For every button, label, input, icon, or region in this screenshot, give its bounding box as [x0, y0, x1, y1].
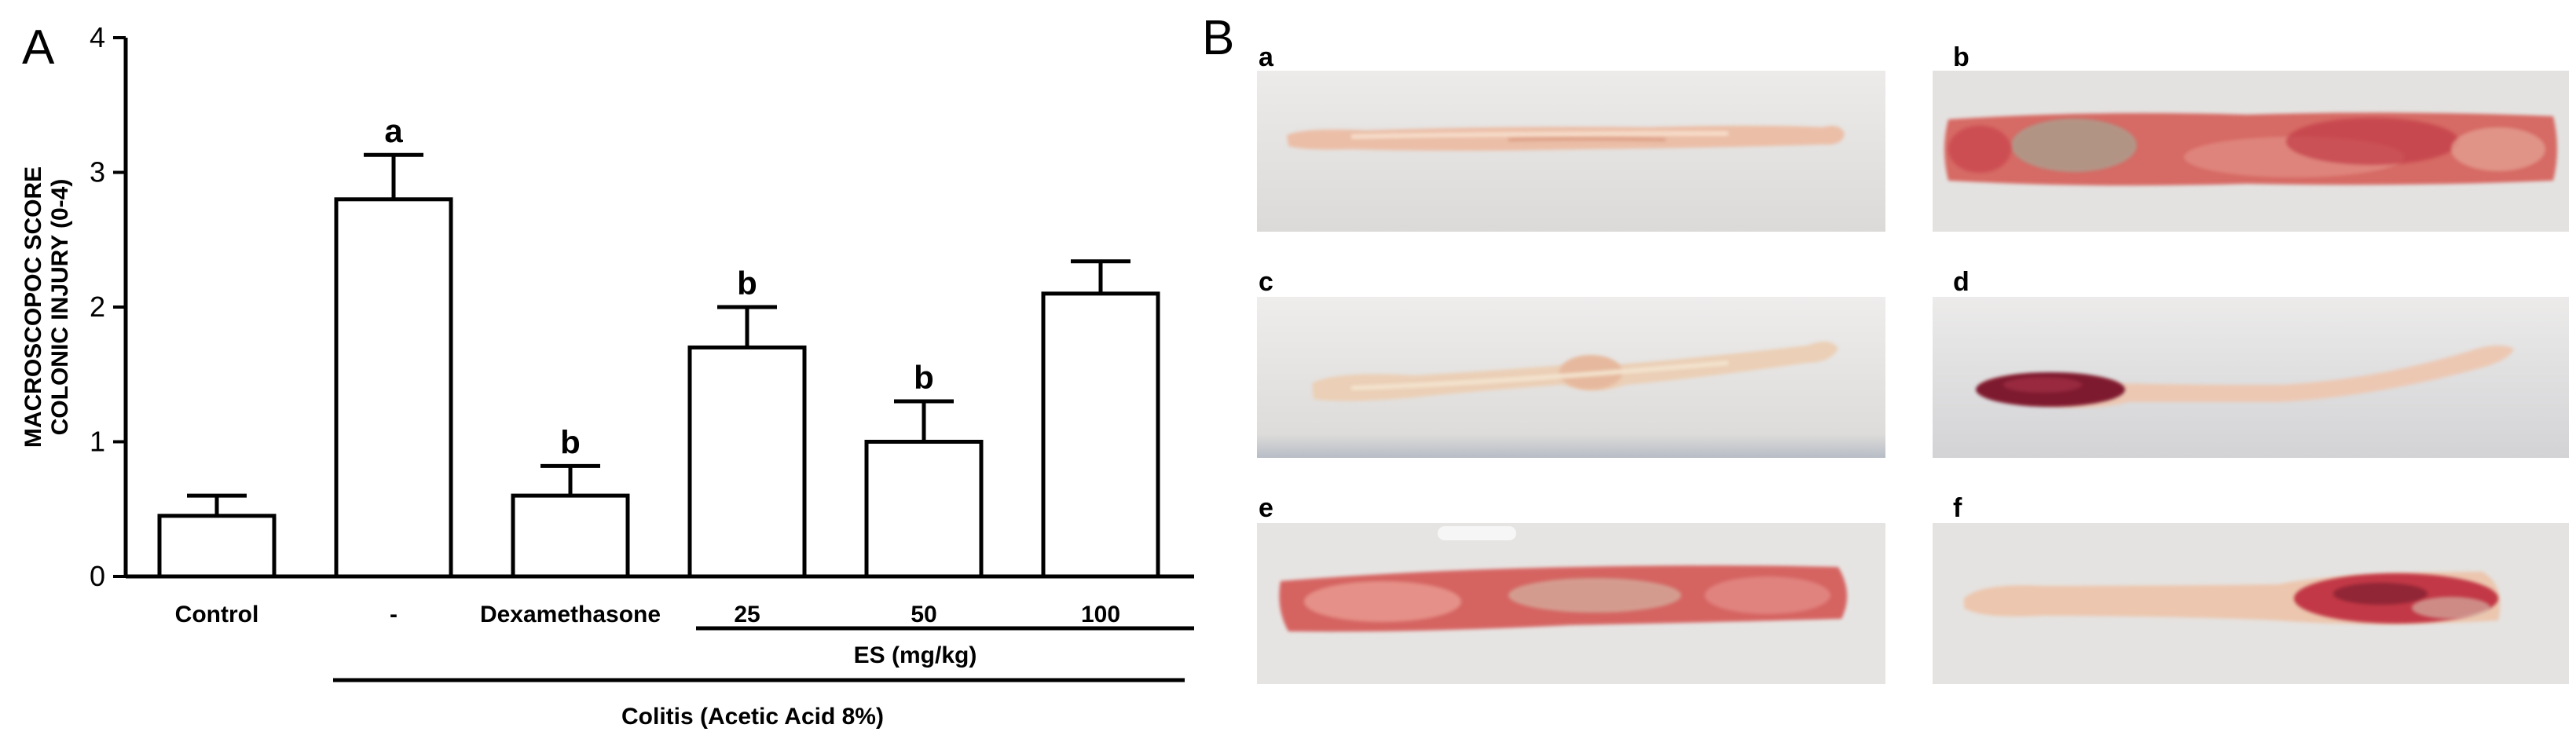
- y-tick-label: 0: [90, 560, 105, 592]
- colitis-group-label: Colitis (Acetic Acid 8%): [621, 704, 884, 730]
- bar: [1041, 291, 1160, 579]
- x-tick-label: Dexamethasone: [480, 602, 661, 627]
- x-tick-label: 100: [1081, 602, 1120, 627]
- colon-photo-mild: [1257, 297, 1885, 458]
- colon-photo-normal: [1257, 71, 1885, 232]
- bar: [334, 197, 453, 579]
- colon-photo-partial-lesion: [1933, 523, 2569, 684]
- photo-label-c: c: [1259, 267, 1273, 297]
- photo-label-f: f: [1953, 493, 1962, 523]
- photo-label-e: e: [1259, 493, 1273, 523]
- panel-b: B a b c: [1194, 0, 2576, 739]
- colon-photo-focal-lesion: [1933, 297, 2569, 458]
- panel-a: A 0 1 2 3 4 MACROSCOPOC SCORE COLONIC INJURY (…: [0, 0, 1210, 739]
- x-tick-label: 25: [734, 602, 760, 627]
- y-tick-label: 1: [90, 426, 105, 458]
- y-axis-title-line2: COLONIC INJURY (0-4): [47, 179, 73, 436]
- bar: [687, 345, 807, 579]
- y-tick-label: 2: [90, 291, 105, 323]
- es-group-label: ES (mg/kg): [854, 642, 977, 668]
- y-tick-label: 4: [90, 21, 105, 53]
- bar-chart: 0 1 2 3 4 MACROSCOPOC SCORE COLONIC INJURY (0-…: [20, 21, 1194, 730]
- x-tick-label: 50: [911, 602, 936, 627]
- significance-letter: b: [914, 359, 934, 396]
- significance-letter: b: [737, 265, 757, 302]
- x-tick-label: Control: [175, 602, 259, 627]
- y-axis-title-line1: MACROSCOPOC SCORE: [20, 166, 46, 448]
- photo-label-b: b: [1953, 42, 1970, 72]
- colon-photo-severe-hemorrhage: [1933, 71, 2569, 232]
- colon-photo-severe-inflammation: [1257, 523, 1885, 684]
- bar: [864, 440, 984, 579]
- significance-letter: a: [384, 112, 403, 149]
- bar: [511, 493, 630, 579]
- panel-letter-b: B: [1202, 11, 1235, 65]
- photo-label-a: a: [1259, 42, 1273, 72]
- panel-letter-a: A: [22, 20, 55, 75]
- y-tick-label: 3: [90, 156, 105, 188]
- x-tick-label: -: [390, 602, 398, 627]
- significance-letter: b: [560, 423, 581, 460]
- bar: [157, 514, 277, 579]
- photo-label-d: d: [1953, 267, 1970, 297]
